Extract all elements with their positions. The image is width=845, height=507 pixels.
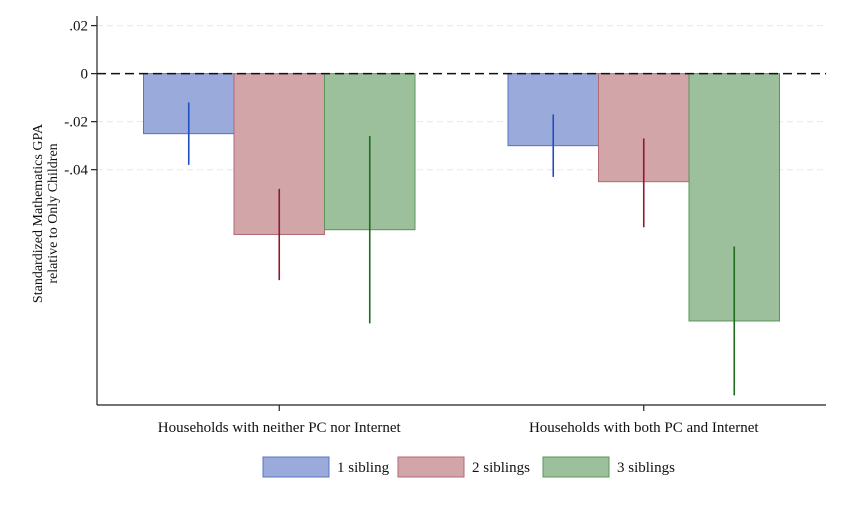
y-axis-title: Standardized Mathematics GPArelative to … bbox=[31, 123, 61, 303]
y-tick-label: 0 bbox=[81, 67, 89, 83]
y-tick-label: .02 bbox=[69, 19, 88, 35]
legend: 1 sibling 2 siblings 3 siblings bbox=[262, 456, 675, 478]
error-bars bbox=[187, 102, 736, 396]
legend-label: 1 sibling bbox=[337, 460, 390, 476]
y-tick-label: -.04 bbox=[64, 163, 88, 179]
legend-label: 2 siblings bbox=[472, 460, 530, 476]
legend-swatch bbox=[542, 456, 610, 478]
y-ticks: .02 0 -.02 -.04 bbox=[64, 19, 97, 179]
y-tick-label: -.02 bbox=[64, 115, 88, 131]
legend-label: 3 siblings bbox=[617, 460, 675, 476]
y-axis-title-line: Standardized Mathematics GPA bbox=[31, 123, 46, 303]
legend-swatch bbox=[262, 456, 330, 478]
bars bbox=[143, 73, 780, 322]
category-label: Households with both PC and Internet bbox=[529, 420, 759, 436]
legend-swatch bbox=[397, 456, 465, 478]
axes bbox=[96, 16, 826, 411]
category-labels: Households with neither PC nor Internet H… bbox=[158, 420, 760, 436]
y-axis-title-line: relative to Only Children bbox=[46, 143, 61, 283]
category-label: Households with neither PC nor Internet bbox=[158, 420, 402, 436]
